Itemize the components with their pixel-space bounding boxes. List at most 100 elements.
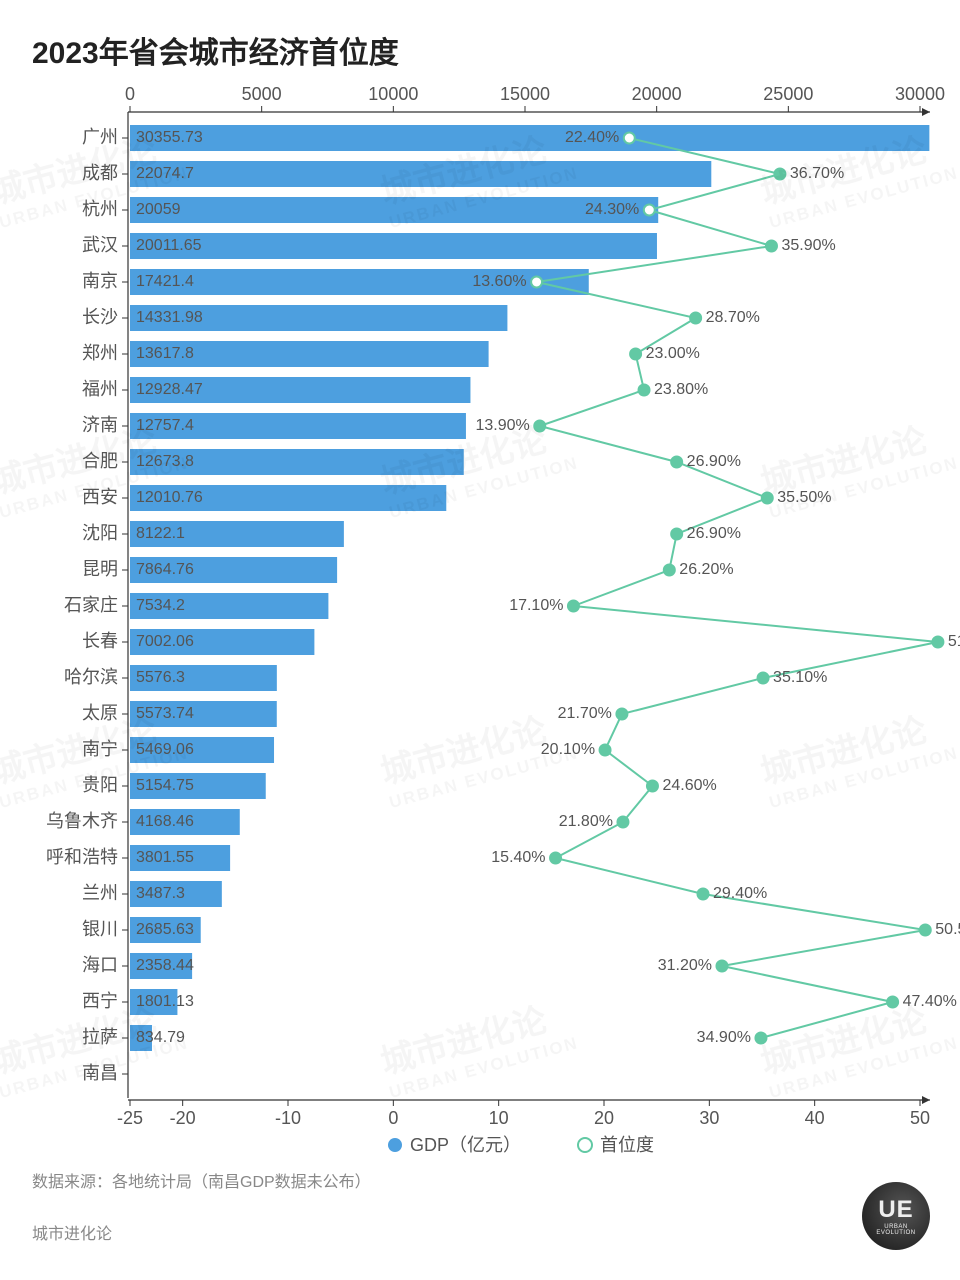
category-label: 呼和浩特	[46, 847, 118, 867]
primacy-marker	[550, 853, 561, 864]
primacy-marker	[698, 889, 709, 900]
svg-text:-20: -20	[170, 1108, 196, 1128]
gdp-value-label: 17421.4	[136, 273, 194, 290]
primacy-label: 47.40%	[903, 993, 957, 1010]
gdp-bar	[130, 233, 657, 259]
primacy-label: 35.90%	[781, 237, 835, 254]
svg-text:10: 10	[489, 1108, 509, 1128]
primacy-label: 34.90%	[697, 1029, 751, 1046]
primacy-label: 26.90%	[687, 525, 741, 542]
category-label: 哈尔滨	[64, 667, 118, 687]
legend-pct-icon	[578, 1138, 592, 1152]
primacy-label: 15.40%	[491, 849, 545, 866]
brand-logo: UE URBAN EVOLUTION	[862, 1182, 930, 1250]
primacy-label: 50.50%	[935, 921, 960, 938]
primacy-label: 51.70%	[948, 633, 960, 650]
legend-pct-label: 首位度	[600, 1135, 654, 1155]
primacy-marker	[617, 817, 628, 828]
primacy-label: 13.90%	[475, 417, 529, 434]
category-label: 武汉	[82, 235, 118, 255]
primacy-label: 23.80%	[654, 381, 708, 398]
primacy-marker	[600, 745, 611, 756]
gdp-value-label: 7534.2	[136, 597, 185, 614]
primacy-label: 24.60%	[662, 777, 716, 794]
primacy-label: 13.60%	[472, 273, 526, 290]
gdp-value-label: 30355.73	[136, 129, 203, 146]
primacy-marker	[531, 277, 542, 288]
primacy-marker	[766, 241, 777, 252]
primacy-marker	[534, 421, 545, 432]
primacy-marker	[671, 457, 682, 468]
category-label: 长春	[82, 631, 118, 651]
gdp-value-label: 20059	[136, 201, 181, 218]
primacy-label: 17.10%	[509, 597, 563, 614]
gdp-value-label: 7002.06	[136, 633, 194, 650]
primacy-label: 36.70%	[790, 165, 844, 182]
gdp-value-label: 2358.44	[136, 957, 194, 974]
category-label: 银川	[82, 919, 118, 939]
category-label: 福州	[82, 379, 118, 399]
primacy-label: 24.30%	[585, 201, 639, 218]
gdp-value-label: 3801.55	[136, 849, 194, 866]
primacy-label: 26.90%	[687, 453, 741, 470]
category-label: 广州	[82, 127, 118, 147]
gdp-value-label: 3487.3	[136, 885, 185, 902]
category-label: 兰州	[82, 883, 118, 903]
gdp-value-label: 22074.7	[136, 165, 194, 182]
gdp-bar	[130, 125, 929, 151]
category-label: 合肥	[82, 451, 118, 471]
svg-text:40: 40	[805, 1108, 825, 1128]
svg-text:50: 50	[910, 1108, 930, 1128]
svg-text:5000: 5000	[242, 84, 282, 104]
category-label: 长沙	[82, 307, 118, 327]
primacy-marker	[616, 709, 627, 720]
category-label: 拉萨	[82, 1027, 118, 1047]
svg-text:-25: -25	[117, 1108, 143, 1128]
svg-text:25000: 25000	[763, 84, 813, 104]
primacy-marker	[690, 313, 701, 324]
primacy-label: 20.10%	[541, 741, 595, 758]
gdp-value-label: 20011.65	[136, 237, 202, 254]
primacy-marker	[887, 997, 898, 1008]
primacy-label: 28.70%	[706, 309, 760, 326]
primacy-label: 29.40%	[713, 885, 767, 902]
primacy-marker	[920, 925, 931, 936]
svg-text:-10: -10	[275, 1108, 301, 1128]
source-note: 数据来源：各地统计局（南昌GDP数据未公布）	[32, 1168, 371, 1192]
category-label: 南京	[82, 271, 118, 291]
primacy-label: 23.00%	[646, 345, 700, 362]
primacy-marker	[932, 637, 943, 648]
svg-text:0: 0	[125, 84, 135, 104]
svg-text:30: 30	[699, 1108, 719, 1128]
primacy-marker	[758, 673, 769, 684]
gdp-bar	[130, 197, 658, 223]
svg-text:20: 20	[594, 1108, 614, 1128]
gdp-value-label: 1801.13	[136, 993, 194, 1010]
gdp-value-label: 4168.46	[136, 813, 194, 830]
category-label: 南昌	[82, 1063, 118, 1083]
gdp-value-label: 2685.63	[136, 921, 194, 938]
primacy-marker	[568, 601, 579, 612]
legend-gdp-icon	[388, 1138, 402, 1152]
primacy-marker	[644, 205, 655, 216]
category-label: 昆明	[82, 559, 118, 579]
primacy-marker	[716, 961, 727, 972]
gdp-value-label: 8122.1	[136, 525, 185, 542]
svg-text:15000: 15000	[500, 84, 550, 104]
gdp-value-label: 5573.74	[136, 705, 194, 722]
gdp-value-label: 12673.8	[136, 453, 194, 470]
category-label: 郑州	[82, 343, 118, 363]
svg-text:0: 0	[388, 1108, 398, 1128]
gdp-value-label: 12928.47	[136, 381, 203, 398]
category-label: 贵阳	[82, 775, 118, 795]
category-label: 石家庄	[64, 595, 118, 615]
primacy-marker	[762, 493, 773, 504]
primacy-marker	[630, 349, 641, 360]
category-label: 西宁	[82, 991, 118, 1011]
primacy-marker	[624, 133, 635, 144]
primacy-marker	[639, 385, 650, 396]
category-label: 南宁	[82, 739, 118, 759]
category-label: 杭州	[82, 199, 118, 219]
primacy-marker	[774, 169, 785, 180]
svg-text:10000: 10000	[368, 84, 418, 104]
